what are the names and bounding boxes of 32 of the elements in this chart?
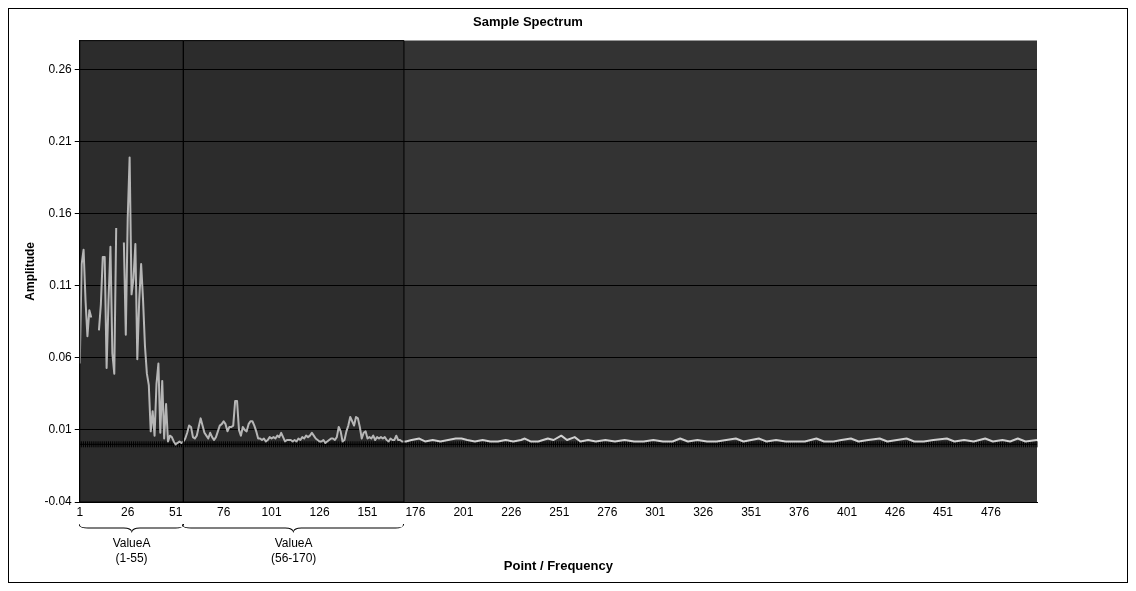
x-tick-label: 476 (980, 504, 1002, 519)
x-tick-label: 426 (885, 504, 906, 519)
y-tick-label: 0.11 (49, 278, 73, 293)
x-tick-label: 126 (309, 504, 330, 519)
x-tick-label: 351 (741, 504, 762, 519)
y-tick-label: -0.04 (44, 494, 73, 509)
x-tick-label: 1 (76, 504, 84, 519)
x-tick-label: 251 (549, 504, 570, 519)
x-tick-label: 276 (597, 504, 618, 519)
y-tick-label: 0.16 (48, 205, 73, 220)
x-tick-label: 326 (693, 504, 714, 519)
x-tick-label: 176 (405, 504, 426, 519)
x-tick-label: 76 (216, 504, 231, 519)
band-label: ValueA (56-170) (270, 536, 317, 566)
x-axis-title: Point / Frequency (503, 557, 614, 573)
y-tick-label: 0.01 (48, 422, 73, 437)
x-tick-label: 26 (121, 504, 135, 519)
y-tick-label: 0.06 (48, 350, 73, 365)
x-tick-label: 376 (789, 504, 810, 519)
y-tick-label: 0.26 (48, 61, 73, 76)
x-tick-label: 401 (837, 504, 858, 519)
x-tick-label: 301 (645, 504, 666, 519)
x-tick-label: 51 (168, 504, 183, 519)
y-axis-title: Amplitude (22, 241, 37, 301)
band-label: ValueA (1-55) (112, 536, 151, 566)
x-tick-label: 151 (357, 504, 378, 519)
x-tick-label: 101 (261, 504, 282, 519)
y-tick-label: 0.21 (48, 133, 73, 148)
x-tick-label: 226 (501, 504, 522, 519)
x-tick-label: 201 (453, 504, 474, 519)
chart-title: Sample Spectrum (473, 14, 583, 30)
x-tick-label: 451 (932, 504, 954, 519)
